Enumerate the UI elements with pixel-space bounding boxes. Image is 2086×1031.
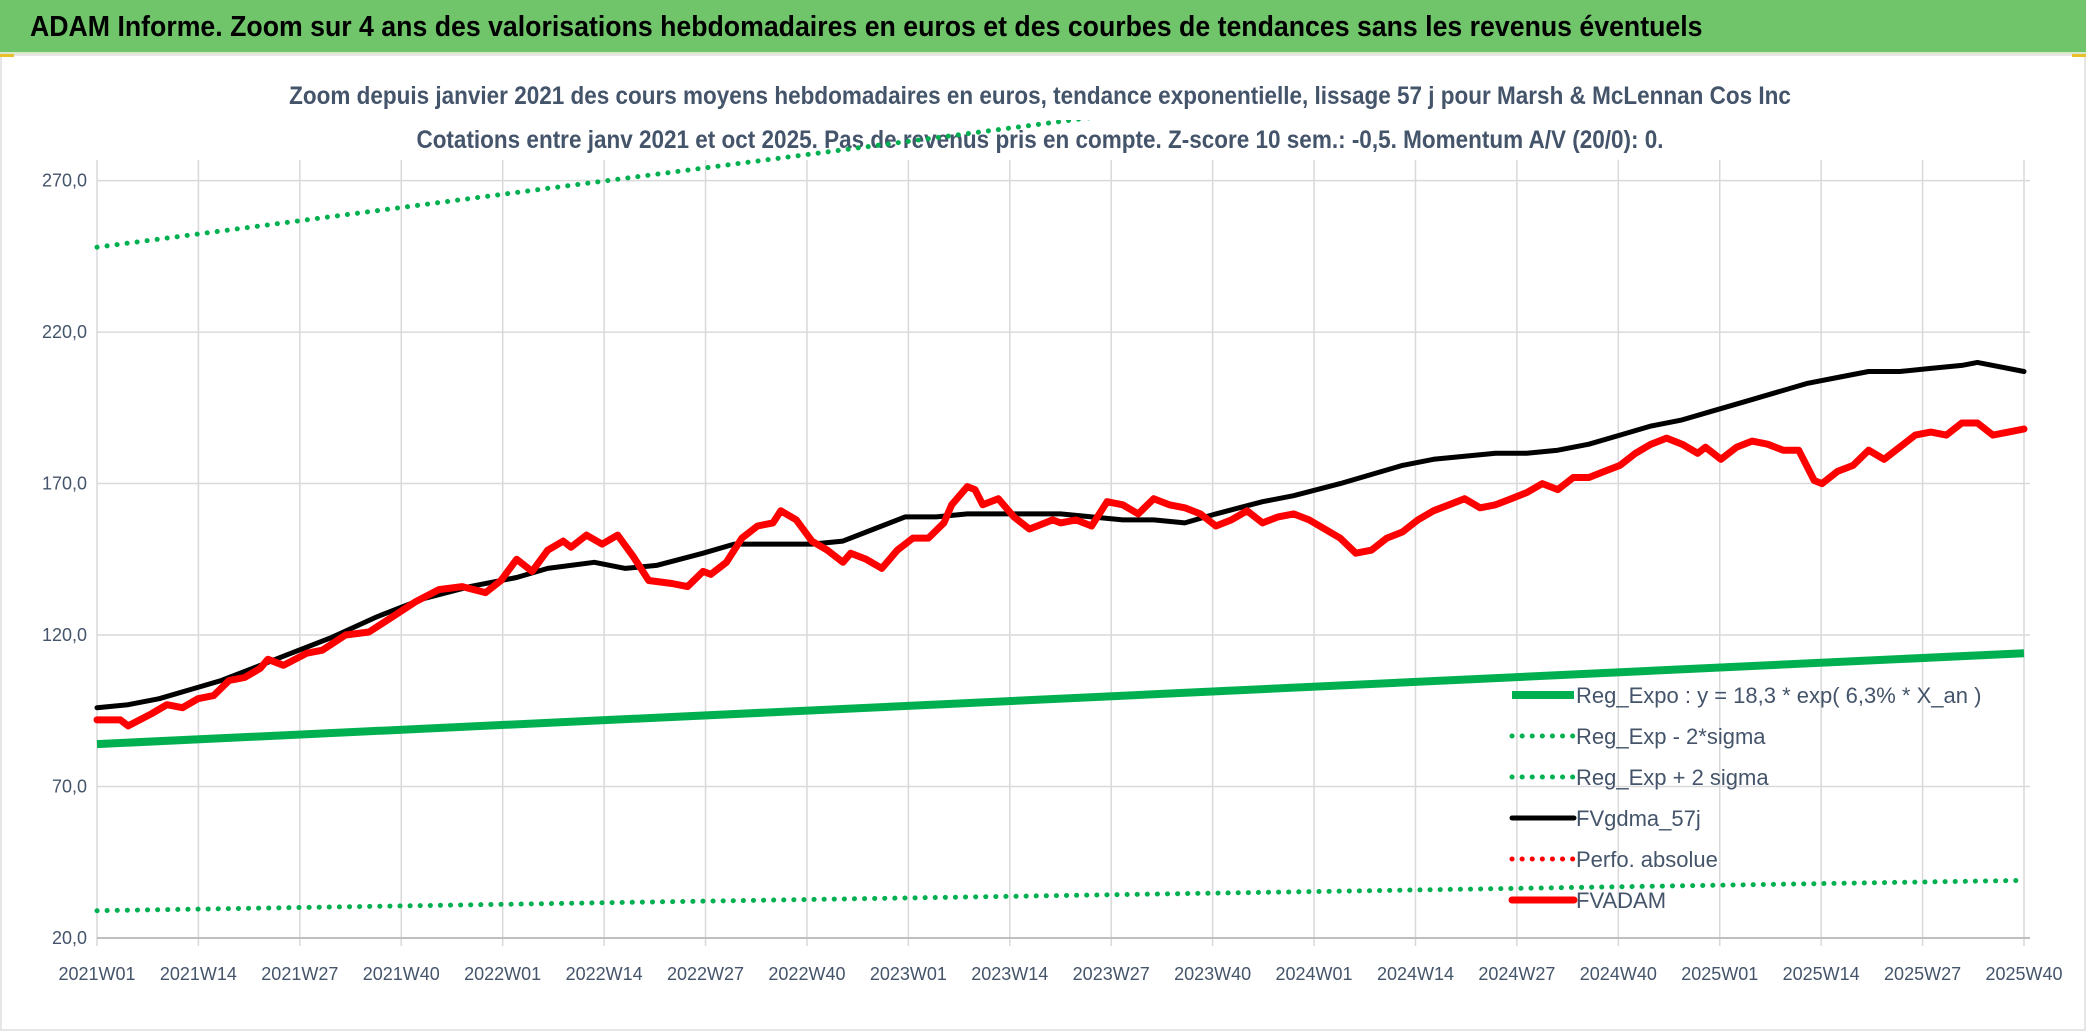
series-line-0 (96, 649, 2025, 749)
y-axis-labels: 20,0 70,0 120,0 170,0 220,0 270,0 (42, 171, 87, 948)
x-tick-label: 2025W40 (1985, 964, 2062, 984)
report-banner: ADAM Informe. Zoom sur 4 ans des valoris… (0, 0, 2086, 54)
x-tick-label: 2025W14 (1783, 964, 1860, 984)
x-tick-label: 2023W40 (1174, 964, 1251, 984)
y-tick-label: 120,0 (42, 625, 87, 645)
y-tick-label: 20,0 (52, 928, 87, 948)
legend-label: Reg_Expo : y = 18,3 * exp( 6,3% * X_an ) (1576, 683, 1981, 708)
legend-label: FVgdma_57j (1576, 806, 1701, 831)
series-line-3 (94, 359, 2027, 711)
x-tick-label: 2022W40 (768, 964, 845, 984)
gridlines (96, 160, 2030, 946)
chart-subtitle: Cotations entre janv 2021 et oct 2025. P… (416, 126, 1664, 154)
x-tick-label: 2025W27 (1884, 964, 1961, 984)
frame-corner-top-right (2072, 54, 2086, 57)
x-tick-label: 2024W01 (1276, 964, 1353, 984)
x-tick-label: 2021W01 (58, 964, 135, 984)
series-line-2 (94, 120, 1092, 250)
x-tick-label: 2023W27 (1073, 964, 1150, 984)
report-title: ADAM Informe. Zoom sur 4 ans des valoris… (30, 11, 1703, 43)
x-tick-label: 2022W01 (464, 964, 541, 984)
x-tick-label: 2022W14 (566, 964, 643, 984)
x-tick-label: 2021W14 (160, 964, 237, 984)
x-tick-label: 2022W27 (667, 964, 744, 984)
y-tick-label: 220,0 (42, 322, 87, 342)
frame-corner-top-left (0, 54, 14, 57)
chart-title: Zoom depuis janvier 2021 des cours moyen… (289, 82, 1791, 110)
x-tick-label: 2024W14 (1377, 964, 1454, 984)
chart-frame (0, 54, 2086, 1031)
series-line-1 (94, 877, 2027, 914)
x-tick-label: 2024W27 (1478, 964, 1555, 984)
series-line-5 (93, 419, 2028, 730)
legend-label: Reg_Exp + 2 sigma (1576, 765, 1769, 790)
x-tick-label: 2021W27 (261, 964, 338, 984)
series-lines (93, 120, 2028, 914)
x-tick-label: 2023W14 (971, 964, 1048, 984)
y-tick-label: 70,0 (52, 777, 87, 797)
x-tick-label: 2023W01 (870, 964, 947, 984)
y-tick-label: 270,0 (42, 171, 87, 191)
y-tick-label: 170,0 (42, 474, 87, 494)
x-tick-label: 2021W40 (363, 964, 440, 984)
x-tick-label: 2025W01 (1681, 964, 1758, 984)
x-tick-label: 2024W40 (1580, 964, 1657, 984)
legend-label: Reg_Exp - 2*sigma (1576, 724, 1766, 749)
legend-label: Perfo. absolue (1576, 847, 1718, 872)
legend: Reg_Expo : y = 18,3 * exp( 6,3% * X_an )… (1508, 683, 1981, 913)
legend-label: FVADAM (1576, 888, 1666, 913)
x-axis-labels: 2021W01 2021W14 2021W27 2021W40 2022W01 2022W… (58, 964, 2062, 984)
